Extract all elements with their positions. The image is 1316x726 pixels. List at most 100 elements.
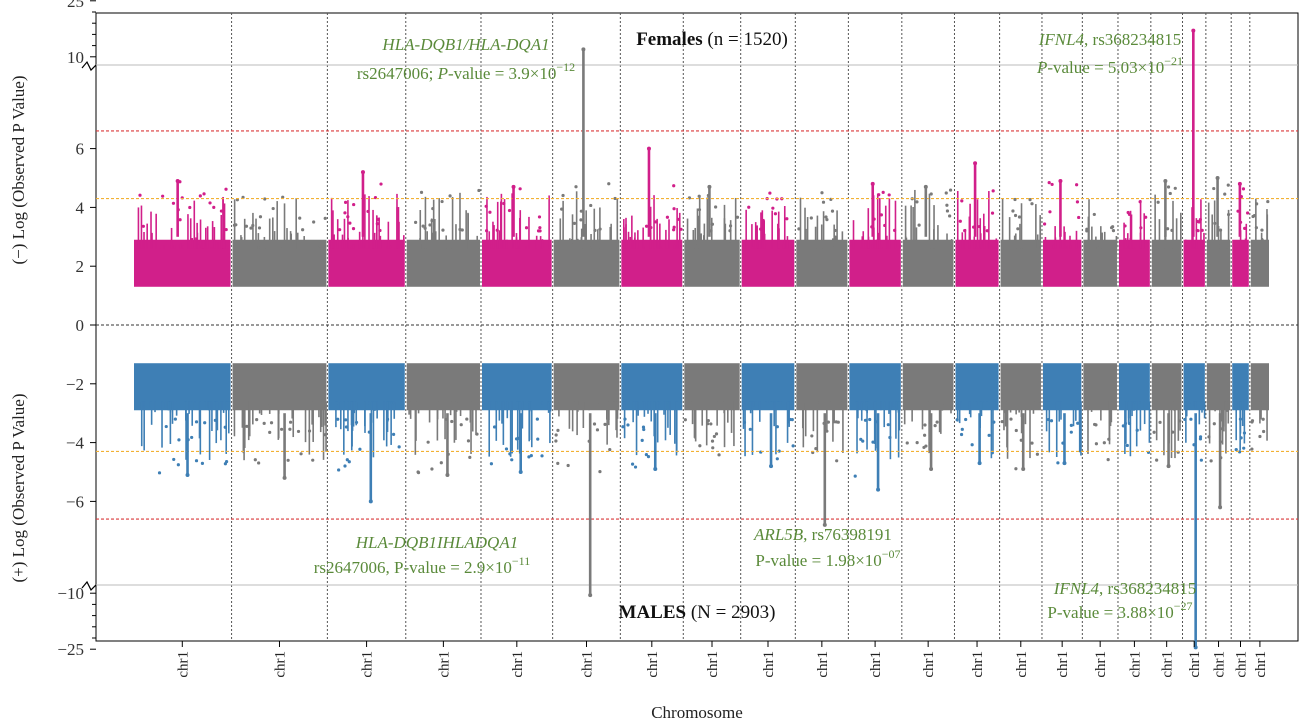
male-snp-spike <box>918 401 920 409</box>
female-snp-spike <box>423 245 426 249</box>
female-snp-spike <box>761 210 764 249</box>
female-snp-spike <box>904 236 907 249</box>
male-peak-column <box>186 413 189 475</box>
male-snp-point <box>172 457 176 462</box>
male-snp-spike <box>1108 401 1111 445</box>
x-tick-label: chr1 <box>705 651 721 678</box>
female-snp-spike <box>336 219 339 249</box>
male-snp-point <box>475 432 479 436</box>
male-snp-spike <box>1263 401 1265 404</box>
male-snp-point <box>1242 446 1246 450</box>
male-snp-spike <box>216 401 219 431</box>
female-snp-spike <box>1044 236 1047 249</box>
female-snp-point <box>138 193 142 197</box>
male-snp-spike <box>149 401 152 407</box>
female-snp-point <box>1198 217 1202 222</box>
female-snp-spike <box>1235 247 1238 249</box>
male-snp-spike <box>355 401 358 426</box>
male-peak-point <box>445 472 450 477</box>
male-snp-spike <box>694 401 697 442</box>
female-snp-spike <box>359 243 362 249</box>
female-snp-spike <box>1103 231 1106 249</box>
female-snp-spike <box>426 231 428 249</box>
x-tick-label: chr1 <box>970 651 986 678</box>
male-band <box>1250 363 1269 411</box>
male-snp-spike <box>424 401 426 403</box>
male-snp-spike <box>773 401 775 427</box>
male-snp-point <box>1123 421 1128 426</box>
female-snp-spike <box>835 235 838 249</box>
female-snp-spike <box>1202 240 1204 249</box>
male-snp-spike <box>222 401 225 413</box>
female-snp-point <box>1075 200 1080 204</box>
female-snp-spike <box>197 244 200 249</box>
x-tick-label: chr1 <box>815 651 831 678</box>
male-snp-point <box>311 458 315 462</box>
male-snp-spike <box>311 401 313 425</box>
female-snp-spike <box>424 196 427 249</box>
female-snp-spike <box>832 246 834 249</box>
female-peak-point <box>360 170 365 175</box>
female-snp-spike <box>314 247 317 249</box>
male-snp-spike <box>1124 401 1126 455</box>
female-snp-spike <box>729 220 732 249</box>
female-snp-spike <box>528 216 530 249</box>
male-snp-spike <box>1208 401 1211 444</box>
female-snp-spike <box>1180 212 1182 249</box>
male-snp-point <box>1152 430 1156 434</box>
male-snp-spike <box>414 401 417 455</box>
male-snp-point <box>1102 441 1106 445</box>
male-snp-spike <box>248 401 250 410</box>
female-snp-spike <box>763 233 766 249</box>
female-snp-spike <box>498 230 501 249</box>
female-snp-spike <box>1158 219 1161 249</box>
male-snp-spike <box>1048 401 1051 453</box>
female-snp-point <box>679 227 683 231</box>
female-snp-spike <box>975 246 978 249</box>
female-snp-point <box>883 223 887 228</box>
x-tick-label: chr1 <box>360 651 376 678</box>
female-snp-point <box>224 227 228 232</box>
male-snp-point <box>970 443 974 447</box>
male-snp-spike <box>305 401 307 407</box>
male-snp-point <box>527 455 531 459</box>
male-snp-point <box>706 418 710 423</box>
male-snp-spike <box>220 401 222 441</box>
male-snp-spike <box>929 401 931 414</box>
female-snp-spike <box>1096 246 1099 249</box>
male-snp-spike <box>1047 401 1049 410</box>
female-snp-spike <box>867 208 870 249</box>
male-band <box>1206 363 1231 411</box>
female-peak-point <box>1215 176 1220 180</box>
female-snp-point <box>697 194 701 198</box>
female-snp-spike <box>642 227 644 249</box>
male-snp-point <box>644 452 649 457</box>
male-snp-spike <box>451 401 454 408</box>
female-snp-point <box>219 209 224 213</box>
male-peak-point <box>929 467 934 472</box>
male-band <box>902 363 954 411</box>
female-snp-spike <box>1129 210 1132 249</box>
female-snp-spike <box>743 247 745 249</box>
male-snp-spike <box>909 401 911 410</box>
female-snp-point <box>1126 210 1130 215</box>
female-snp-spike <box>1037 246 1040 249</box>
female-snp-point <box>1226 183 1230 187</box>
male-peak-column <box>929 413 933 470</box>
female-snp-point <box>1017 215 1022 219</box>
male-snp-spike <box>779 401 782 406</box>
male-snp-spike <box>322 401 325 460</box>
female-snp-spike <box>1175 218 1178 249</box>
female-snp-spike <box>422 240 425 249</box>
female-peak-column <box>871 183 875 237</box>
female-snp-spike <box>137 207 140 249</box>
male-snp-spike <box>727 401 729 423</box>
male-snp-point <box>1258 434 1262 439</box>
female-snp-spike <box>1124 238 1127 249</box>
chromosome-block-17 <box>1118 200 1151 457</box>
female-snp-point <box>348 221 352 225</box>
male-snp-point <box>905 441 909 445</box>
male-snp-spike <box>749 401 752 414</box>
female-band <box>1183 239 1205 287</box>
female-snp-spike <box>910 205 912 249</box>
